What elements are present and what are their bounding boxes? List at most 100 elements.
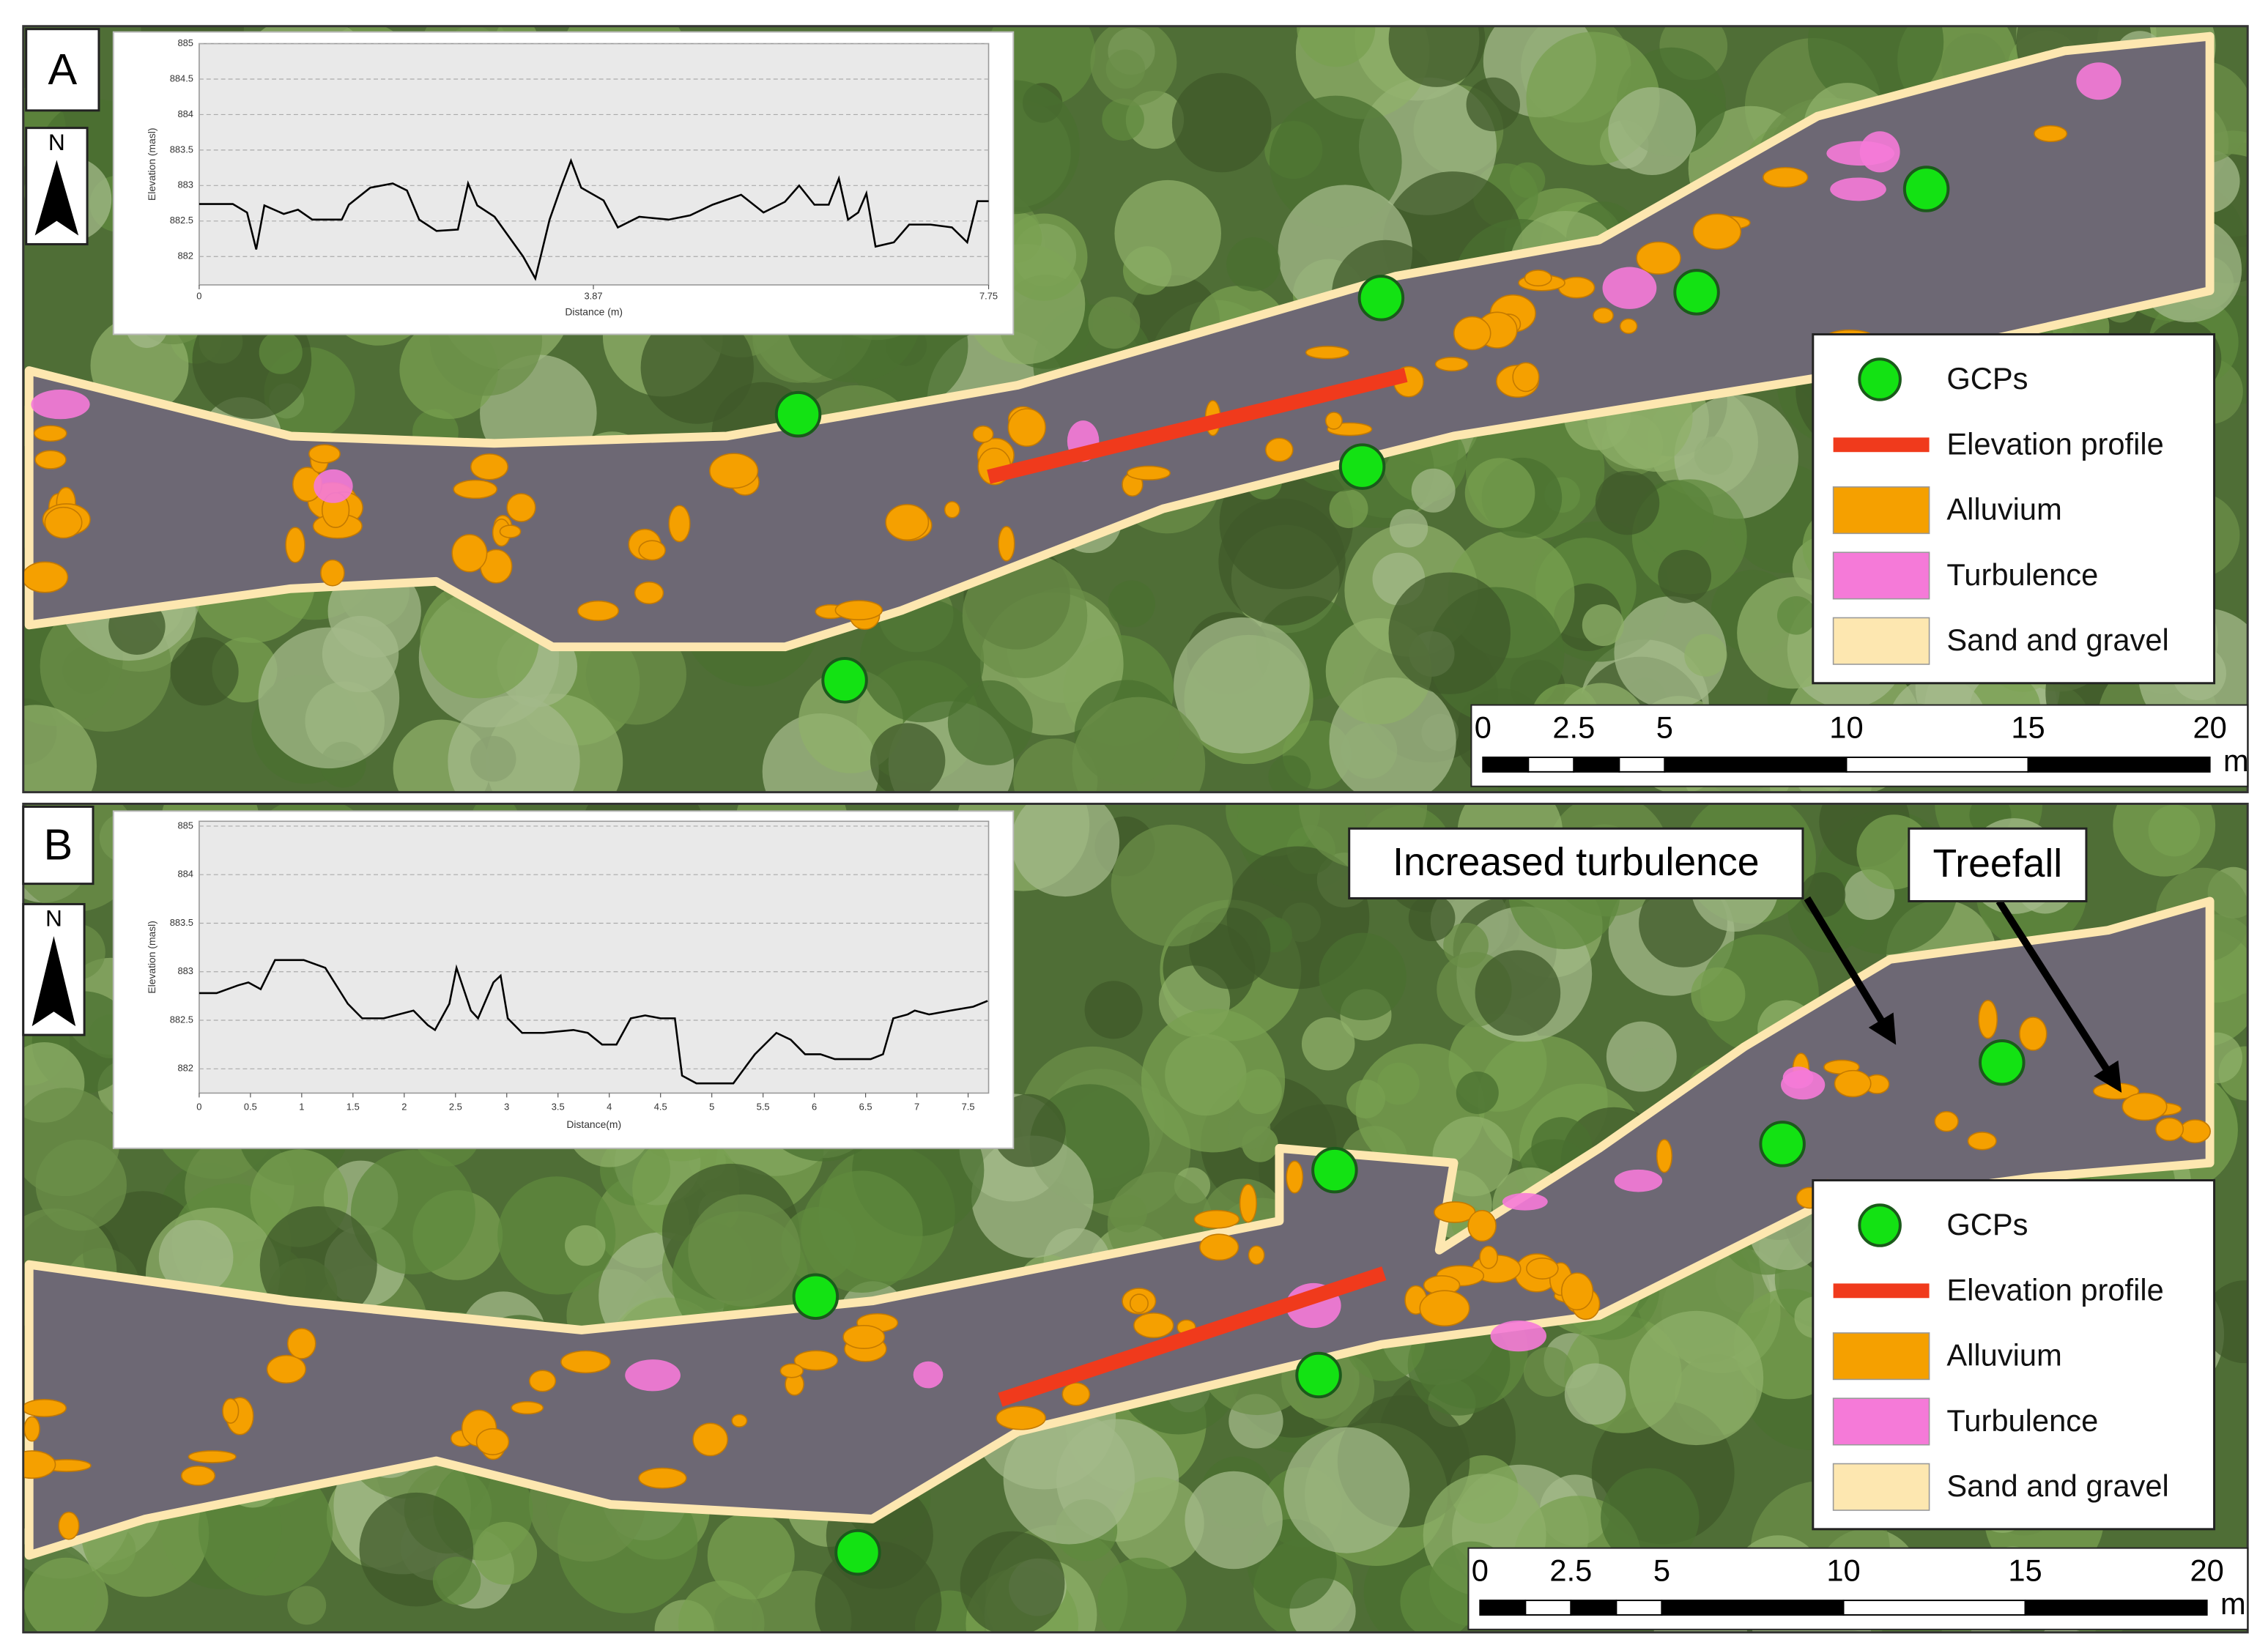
tree-crown — [1684, 634, 1727, 677]
panel-label: A — [48, 45, 77, 94]
tree-crown — [1072, 697, 1206, 792]
alluvium-patch — [638, 540, 666, 561]
scale-segment — [2024, 1600, 2208, 1616]
plot-area — [199, 820, 990, 1094]
scale-box — [1470, 704, 2249, 787]
callout-label: Increased turbulence — [1393, 840, 1759, 884]
alluvium-patch — [560, 1350, 611, 1374]
x-tick-label: 4 — [607, 1102, 612, 1113]
legend-label: Sand and gravel — [1946, 1468, 2168, 1503]
tree-crown — [1000, 213, 1088, 301]
x-tick-label: 0 — [196, 1102, 201, 1113]
alluvium-patch — [1512, 362, 1540, 393]
gcp-marker — [1338, 443, 1386, 490]
alluvium-patch — [23, 1398, 67, 1417]
plot-area — [199, 42, 990, 286]
tree-crown — [1319, 932, 1407, 1021]
tree-crown — [1614, 596, 1727, 709]
scale-segment — [1615, 1600, 1663, 1616]
tree-crown — [1464, 458, 1535, 528]
scale-label: 0 — [1472, 1553, 1489, 1587]
gcp-marker — [821, 657, 868, 704]
alluvium-patch — [506, 493, 536, 522]
tree-crown — [1776, 595, 1816, 635]
tree-crown — [640, 311, 754, 424]
legend-label: GCPs — [1946, 361, 2028, 396]
gcp-marker — [792, 1273, 840, 1321]
turbulence-patch — [31, 389, 90, 420]
x-tick-label: 3.87 — [584, 290, 602, 301]
scale-segment — [1661, 1600, 1845, 1616]
alluvium-patch — [834, 600, 883, 620]
y-tick-label: 885 — [177, 820, 193, 831]
tree-crown — [1112, 1477, 1204, 1570]
tree-crown — [1608, 86, 1697, 176]
alluvium-patch — [1692, 213, 1742, 250]
alluvium-patch — [668, 505, 691, 543]
x-tick-label: 1.5 — [346, 1102, 360, 1113]
tree-crown — [859, 598, 985, 723]
alluvium-patch — [1129, 1293, 1149, 1313]
scale-unit: m — [2223, 743, 2249, 778]
alluvium-patch — [2179, 1119, 2211, 1144]
tree-crown — [23, 705, 97, 792]
alluvium-patch — [1619, 318, 1638, 334]
alluvium-patch — [1193, 1209, 1240, 1229]
x-tick-label: 7 — [914, 1102, 919, 1113]
alluvium-patch — [308, 444, 341, 464]
alluvium-patch — [972, 426, 994, 443]
scale-label: 10 — [1826, 1553, 1860, 1587]
alluvium-patch — [1199, 1233, 1239, 1261]
alluvium-patch — [996, 1406, 1046, 1430]
tree-crown — [971, 1135, 1094, 1258]
alluvium-patch — [1239, 1184, 1257, 1223]
y-tick-label: 883 — [177, 179, 193, 190]
alluvium-patch — [1656, 1139, 1672, 1173]
alluvium-patch — [1636, 241, 1681, 275]
tree-crown — [947, 680, 1033, 765]
alluvium-patch — [1265, 437, 1294, 462]
tree-crown — [1606, 1021, 1677, 1092]
alluvium-patch — [2034, 125, 2068, 143]
alluvium-patch — [23, 561, 69, 593]
legend-swatch — [1832, 1397, 1930, 1446]
legend-swatch — [1833, 1283, 1930, 1299]
tree-crown — [158, 1219, 234, 1295]
tree-crown — [1691, 967, 1746, 1022]
legend-label: GCPs — [1946, 1207, 2028, 1241]
turbulence-patch — [625, 1359, 681, 1392]
turbulence-patch — [1830, 177, 1886, 201]
tree-crown — [1601, 1468, 1700, 1567]
alluvium-patch — [709, 453, 759, 489]
turbulence-patch — [1614, 1169, 1663, 1192]
callout-label: Treefall — [1933, 842, 2063, 885]
alluvium-patch — [1934, 1111, 1959, 1132]
alluvium-patch — [638, 1467, 687, 1489]
alluvium-patch — [1419, 1290, 1470, 1327]
alluvium-patch — [1453, 316, 1491, 351]
tree-crown — [1297, 26, 1376, 67]
tree-crown — [1218, 498, 1346, 625]
alluvium-patch — [453, 479, 497, 500]
gcp-marker — [834, 1529, 881, 1576]
alluvium-patch — [180, 1466, 216, 1486]
legend-label: Turbulence — [1946, 557, 2098, 592]
y-tick-label: 883.5 — [170, 917, 193, 928]
north-label: N — [45, 905, 62, 932]
legend-label: Turbulence — [1946, 1403, 2098, 1438]
alluvium-patch — [222, 1398, 240, 1424]
tree-crown — [1329, 489, 1368, 529]
legend-swatch — [1858, 357, 1902, 401]
tree-crown — [23, 1088, 120, 1197]
y-tick-label: 882 — [177, 1063, 193, 1074]
tree-crown — [707, 1512, 795, 1600]
alluvium-patch — [1560, 1272, 1594, 1311]
tree-crown — [1408, 894, 1456, 942]
tree-crown — [1097, 1557, 1187, 1633]
alluvium-patch — [731, 1414, 748, 1427]
alluvium-patch — [779, 1363, 804, 1378]
alluvium-patch — [188, 1450, 237, 1463]
tree-crown — [870, 723, 946, 792]
alluvium-patch — [1248, 1245, 1265, 1265]
